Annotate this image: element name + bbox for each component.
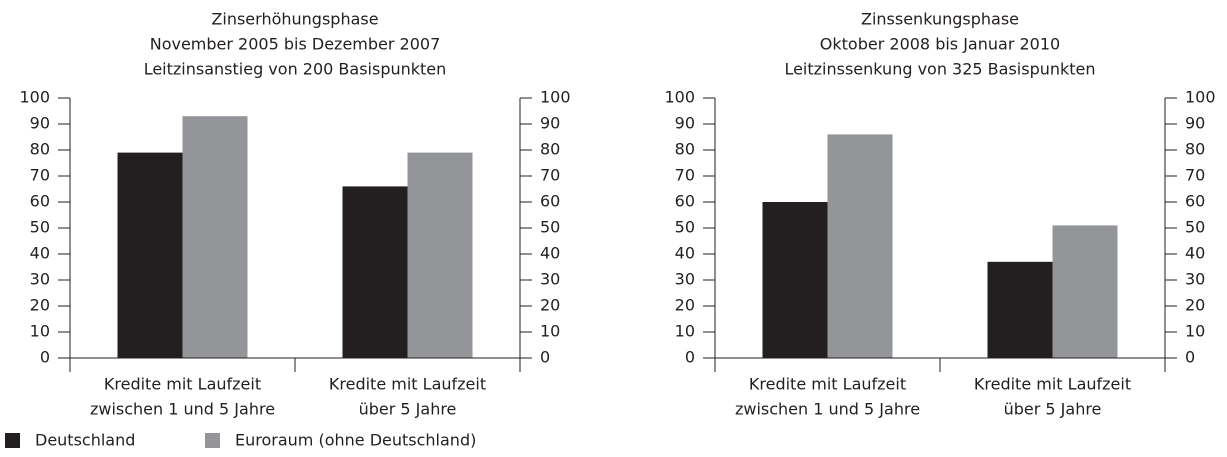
y-tick-label: 90 <box>675 114 695 133</box>
y-tick-label: 80 <box>675 140 695 159</box>
bar <box>827 134 893 358</box>
y-tick-label: 50 <box>30 218 50 237</box>
y-tick-label: 40 <box>675 244 695 263</box>
y2-tick-label: 100 <box>540 88 571 107</box>
y-tick-label: 90 <box>30 114 50 133</box>
y2-tick-label: 10 <box>1185 322 1205 341</box>
y-tick-label: 0 <box>685 348 695 367</box>
y-tick-label: 70 <box>675 166 695 185</box>
y-tick-label: 60 <box>675 192 695 211</box>
chart-title: November 2005 bis Dezember 2007 <box>150 35 441 54</box>
y2-tick-label: 0 <box>1185 348 1195 367</box>
y2-tick-label: 80 <box>540 140 560 159</box>
y2-tick-label: 20 <box>1185 296 1205 315</box>
y2-tick-label: 20 <box>540 296 560 315</box>
bar <box>1052 225 1118 358</box>
legend-label: Euroraum (ohne Deutschland) <box>235 431 476 450</box>
x-tick-label: Kredite mit Laufzeit <box>749 375 906 394</box>
x-tick-label: Kredite mit Laufzeit <box>329 375 486 394</box>
chart-title: Leitzinssenkung von 325 Basispunkten <box>784 60 1095 79</box>
legend-swatch <box>205 433 220 448</box>
y-tick-label: 70 <box>30 166 50 185</box>
y-tick-label: 10 <box>30 322 50 341</box>
bar <box>762 202 828 358</box>
y2-tick-label: 80 <box>1185 140 1205 159</box>
x-tick-label: über 5 Jahre <box>1004 400 1102 419</box>
y-tick-label: 10 <box>675 322 695 341</box>
y2-tick-label: 40 <box>540 244 560 263</box>
y2-tick-label: 100 <box>1185 88 1216 107</box>
y2-tick-label: 50 <box>540 218 560 237</box>
bar <box>407 152 473 358</box>
x-tick-label: zwischen 1 und 5 Jahre <box>735 400 920 419</box>
x-tick-label: Kredite mit Laufzeit <box>974 375 1131 394</box>
y-tick-label: 60 <box>30 192 50 211</box>
y2-tick-label: 30 <box>1185 270 1205 289</box>
bar <box>117 152 183 358</box>
y-tick-label: 0 <box>40 348 50 367</box>
y2-tick-label: 60 <box>540 192 560 211</box>
y2-tick-label: 70 <box>1185 166 1205 185</box>
y-tick-label: 30 <box>675 270 695 289</box>
y-tick-label: 50 <box>675 218 695 237</box>
bar <box>987 261 1053 358</box>
x-tick-label: Kredite mit Laufzeit <box>104 375 261 394</box>
y-tick-label: 20 <box>675 296 695 315</box>
y-tick-label: 20 <box>30 296 50 315</box>
chart-title: Zinssenkungsphase <box>861 10 1019 29</box>
y-tick-label: 40 <box>30 244 50 263</box>
y2-tick-label: 90 <box>540 114 560 133</box>
y-tick-label: 100 <box>19 88 50 107</box>
y2-tick-label: 60 <box>1185 192 1205 211</box>
y2-tick-label: 30 <box>540 270 560 289</box>
chart-title: Oktober 2008 bis Januar 2010 <box>820 35 1060 54</box>
y-tick-label: 80 <box>30 140 50 159</box>
x-tick-label: zwischen 1 und 5 Jahre <box>90 400 275 419</box>
legend-label: Deutschland <box>35 431 135 450</box>
bar <box>182 116 248 358</box>
y-tick-label: 100 <box>664 88 695 107</box>
chart-title: Zinserhöhungsphase <box>211 10 378 29</box>
y2-tick-label: 40 <box>1185 244 1205 263</box>
y2-tick-label: 50 <box>1185 218 1205 237</box>
y2-tick-label: 70 <box>540 166 560 185</box>
y2-tick-label: 0 <box>540 348 550 367</box>
bar <box>342 186 408 358</box>
y2-tick-label: 90 <box>1185 114 1205 133</box>
legend-swatch <box>5 433 20 448</box>
x-tick-label: über 5 Jahre <box>359 400 457 419</box>
y2-tick-label: 10 <box>540 322 560 341</box>
y-tick-label: 30 <box>30 270 50 289</box>
chart-title: Leitzinsanstieg von 200 Basispunkten <box>144 60 447 79</box>
